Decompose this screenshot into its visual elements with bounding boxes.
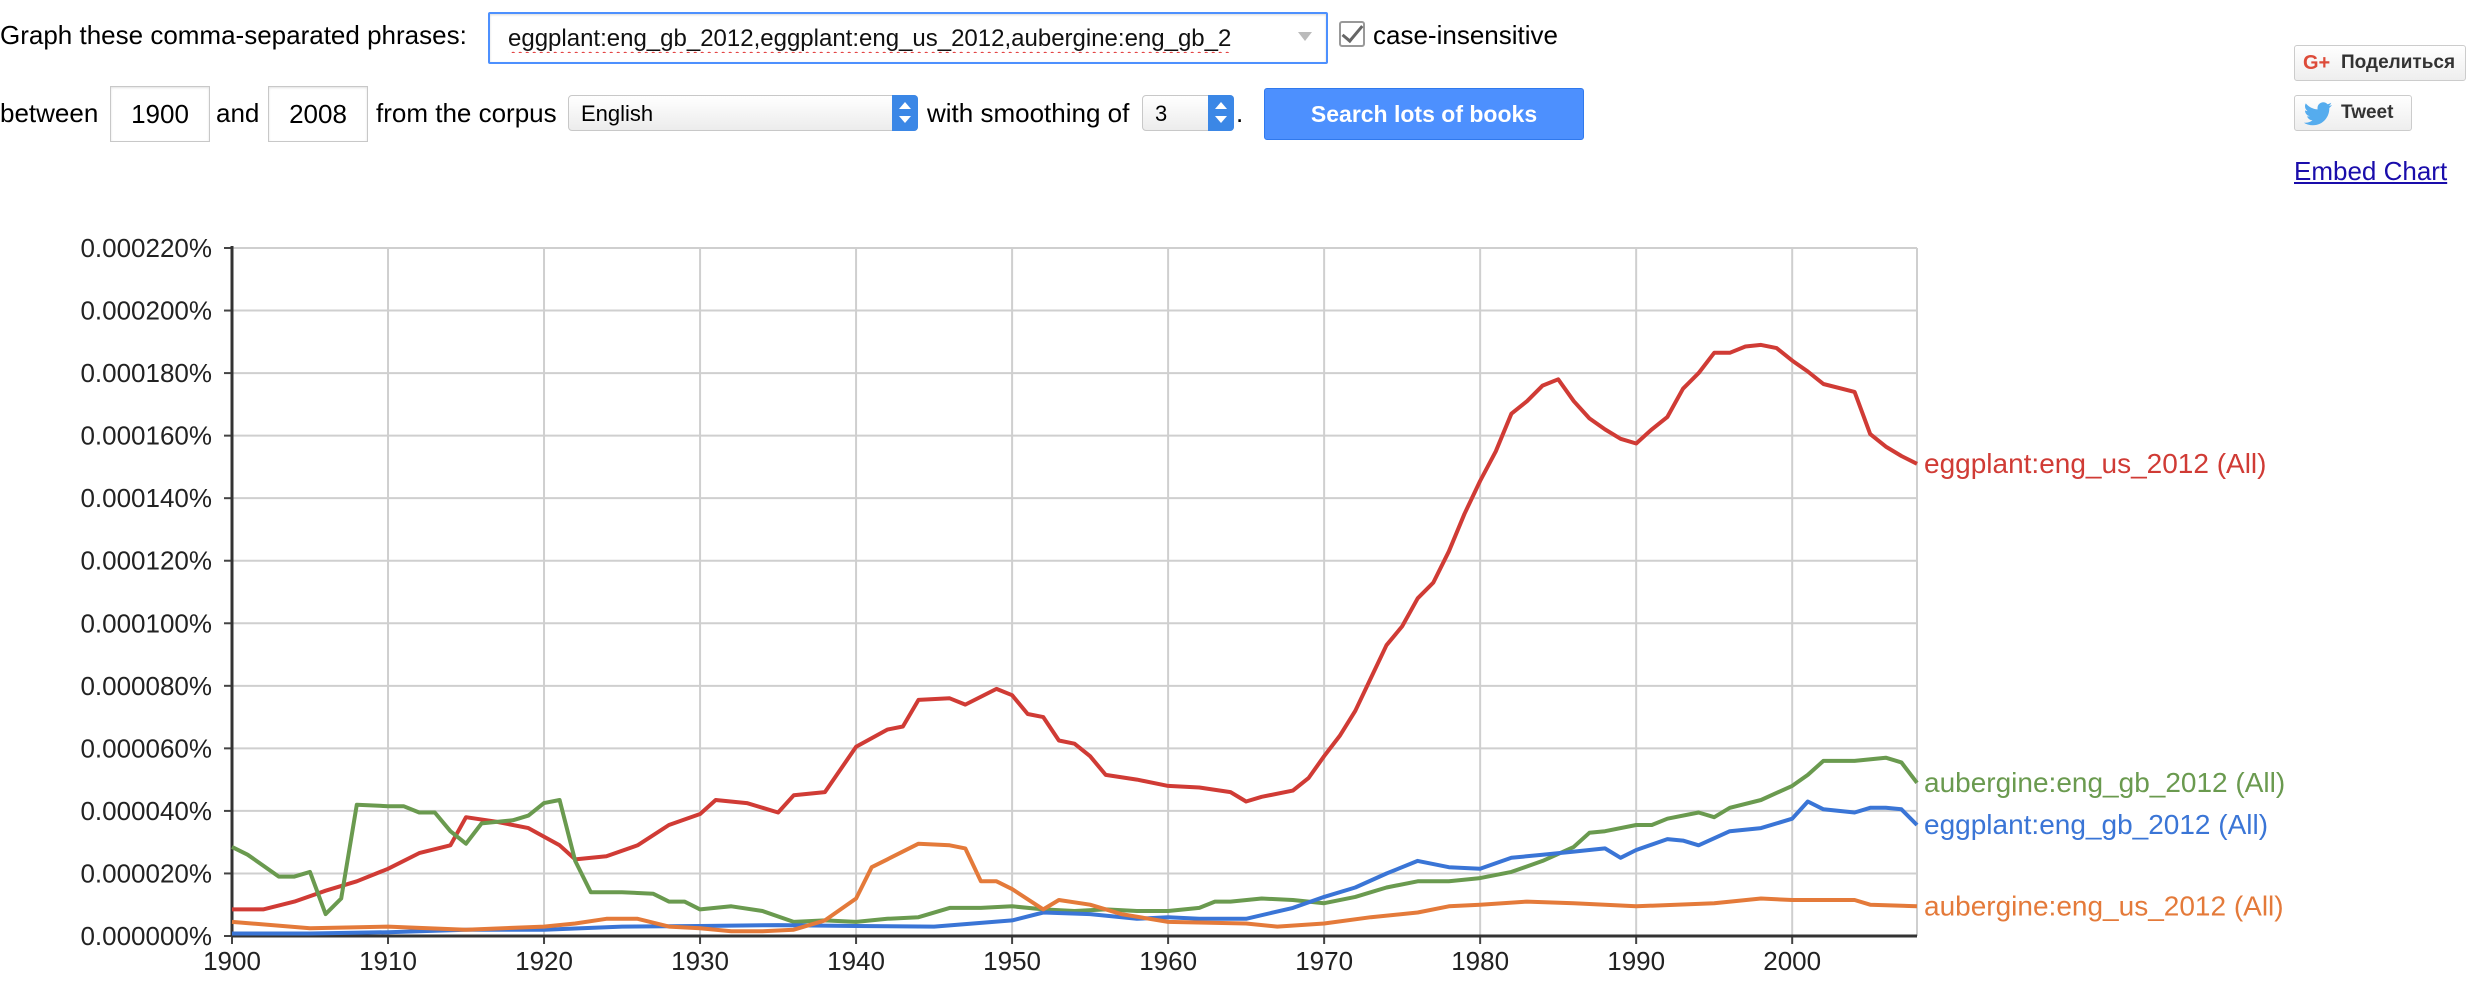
twitter-bird-icon <box>2303 102 2332 126</box>
y-tick-label: 0.000060% <box>80 733 212 763</box>
x-tick-label: 1940 <box>827 946 885 976</box>
case-insensitive-label: case-insensitive <box>1373 20 1558 50</box>
y-tick-label: 0.000200% <box>80 296 212 326</box>
embed-chart-link[interactable]: Embed Chart <box>2294 156 2448 186</box>
x-tick-label: 1900 <box>203 946 261 976</box>
corpus-select-value: English <box>581 101 654 126</box>
y-tick-label: 0.000160% <box>80 421 212 451</box>
y-tick-label: 0.000180% <box>80 358 212 388</box>
series-label[interactable]: aubergine:eng_gb_2012 (All) <box>1924 767 2285 798</box>
y-tick-label: 0.000080% <box>80 671 212 701</box>
chart-tick-labels: 0.000000% 0.000020% 0.000040% 0.000060% 0.00… <box>80 233 1821 976</box>
y-tick-label: 0.000140% <box>80 483 212 513</box>
chart-series-lines <box>231 342 1919 936</box>
series-label[interactable]: aubergine:eng_us_2012 (All) <box>1924 890 2284 921</box>
x-tick-label: 1980 <box>1451 946 1509 976</box>
x-tick-label: 1960 <box>1139 946 1197 976</box>
and-label: and <box>216 98 260 128</box>
x-tick-label: 1970 <box>1295 946 1353 976</box>
case-insensitive-checkbox[interactable] <box>1339 19 1365 47</box>
series-line[interactable] <box>231 755 1919 924</box>
between-label: between <box>0 98 99 128</box>
y-tick-label: 0.000100% <box>80 608 212 638</box>
x-tick-label: 1910 <box>359 946 417 976</box>
year-start-input[interactable]: 1900 <box>110 86 210 142</box>
dropdown-caret-icon[interactable] <box>1298 32 1312 41</box>
chart-grid <box>232 247 1918 936</box>
google-plus-share-button[interactable]: G+ Поделиться <box>2294 45 2466 81</box>
google-plus-icon: G+ <box>2303 52 2331 74</box>
checkmark-icon <box>1341 19 1364 44</box>
corpus-label: from the corpus <box>376 98 557 128</box>
tweet-button[interactable]: Tweet <box>2294 95 2412 131</box>
year-end-input[interactable]: 2008 <box>268 86 368 142</box>
x-tick-label: 1930 <box>671 946 729 976</box>
y-tick-label: 0.000120% <box>80 546 212 576</box>
tweet-label: Tweet <box>2341 102 2394 123</box>
y-tick-label: 0.000220% <box>80 233 212 263</box>
chart-series-labels: eggplant:eng_us_2012 (All) aubergine:eng_… <box>1924 448 2285 922</box>
period-text: . <box>1236 98 1244 128</box>
search-books-button[interactable]: Search lots of books <box>1264 88 1584 140</box>
y-tick-label: 0.000040% <box>80 796 212 826</box>
series-line[interactable] <box>232 799 1919 936</box>
smoothing-select-value: 3 <box>1155 101 1168 126</box>
x-tick-label: 1950 <box>983 946 1041 976</box>
y-tick-label: 0.000020% <box>80 858 212 888</box>
x-tick-label: 1990 <box>1607 946 1665 976</box>
chart-axes <box>224 246 1917 944</box>
smoothing-select[interactable]: 3 <box>1142 95 1234 131</box>
google-plus-share-label: Поделиться <box>2341 52 2456 73</box>
corpus-select[interactable]: English <box>568 95 918 131</box>
phrases-input-value: eggplant:eng_gb_2012,eggplant:eng_us_201… <box>508 25 1232 52</box>
series-line[interactable] <box>232 342 1918 912</box>
select-arrows-icon <box>892 95 918 131</box>
series-line[interactable] <box>231 841 1918 934</box>
x-tick-label: 1920 <box>515 946 573 976</box>
series-label[interactable]: eggplant:eng_gb_2012 (All) <box>1924 809 2268 840</box>
y-tick-label: 0.000000% <box>80 921 212 951</box>
graph-phrases-label: Graph these comma-separated phrases: <box>0 20 467 50</box>
ngram-chart: 0.000000% 0.000020% 0.000040% 0.000060% 0.00… <box>80 233 2285 976</box>
phrases-input[interactable]: eggplant:eng_gb_2012,eggplant:eng_us_201… <box>488 12 1328 64</box>
series-label[interactable]: eggplant:eng_us_2012 (All) <box>1924 448 2266 479</box>
x-tick-label: 2000 <box>1763 946 1821 976</box>
select-arrows-icon <box>1208 95 1234 131</box>
smoothing-label: with smoothing of <box>927 98 1130 128</box>
